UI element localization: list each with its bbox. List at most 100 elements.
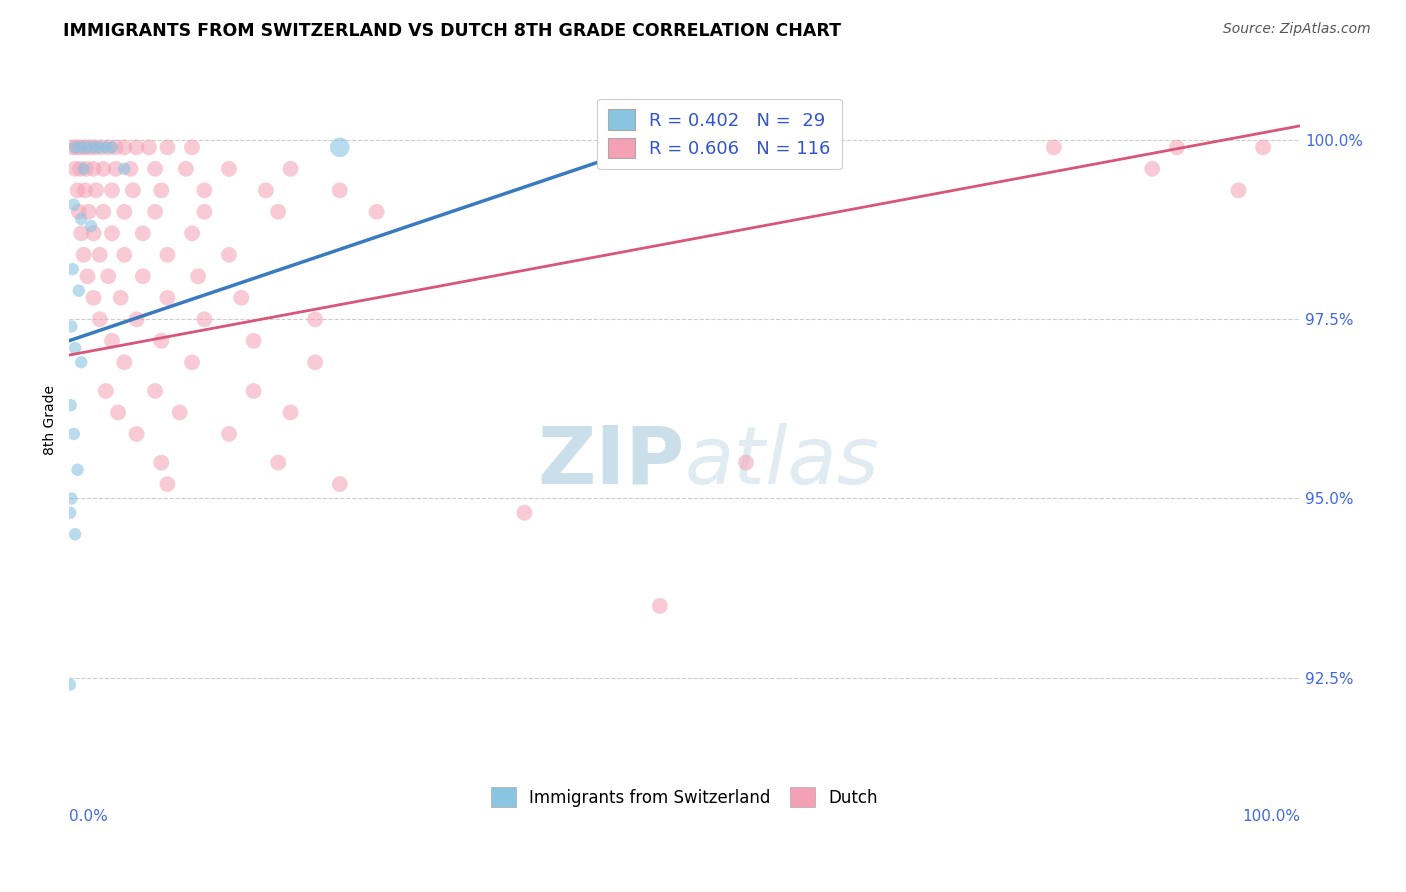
Point (125, 140, 148, 154)
Point (218, 161, 240, 176)
Point (83, 140, 105, 154)
Point (79, 140, 101, 154)
Legend: Immigrants from Switzerland, Dutch: Immigrants from Switzerland, Dutch (482, 779, 887, 815)
Point (637, 140, 659, 154)
Point (93, 161, 115, 176)
Point (77, 204, 100, 219)
Point (132, 227, 155, 241)
Point (73, 161, 96, 176)
Point (218, 248, 240, 262)
Point (156, 291, 179, 305)
Point (62, 140, 84, 154)
Point (156, 140, 179, 154)
Point (267, 204, 290, 219)
Point (75, 161, 97, 176)
Point (93, 204, 115, 219)
Point (143, 384, 166, 398)
Point (76, 140, 98, 154)
Point (63, 426, 86, 441)
Point (89, 248, 111, 262)
Point (63, 527, 86, 541)
Point (1227, 183, 1250, 197)
Point (150, 456, 173, 470)
Point (112, 248, 135, 262)
Point (112, 204, 135, 219)
Point (193, 183, 215, 197)
Point (63, 341, 86, 355)
Point (735, 456, 758, 470)
Point (104, 140, 127, 154)
Point (120, 161, 142, 176)
Point (280, 405, 302, 419)
Point (242, 334, 264, 348)
Point (125, 426, 148, 441)
Point (218, 426, 240, 441)
Point (89, 312, 111, 326)
Point (73, 248, 96, 262)
Point (67, 284, 90, 298)
Point (59, 678, 82, 692)
Point (66, 183, 89, 197)
Point (94, 140, 117, 154)
Point (80, 219, 103, 234)
Point (70, 212, 93, 227)
Point (138, 140, 160, 154)
Point (112, 161, 135, 176)
Point (143, 204, 166, 219)
Point (76, 269, 98, 284)
Point (94, 384, 117, 398)
Point (97, 269, 120, 284)
Point (366, 204, 388, 219)
Point (329, 183, 352, 197)
Point (156, 477, 179, 491)
Point (101, 227, 124, 241)
Point (101, 183, 124, 197)
Point (181, 227, 204, 241)
Point (513, 506, 536, 520)
Point (150, 183, 173, 197)
Point (63, 161, 86, 176)
Point (70, 355, 93, 369)
Point (63, 140, 86, 154)
Point (90, 140, 112, 154)
Text: IMMIGRANTS FROM SWITZERLAND VS DUTCH 8TH GRADE CORRELATION CHART: IMMIGRANTS FROM SWITZERLAND VS DUTCH 8TH… (63, 22, 841, 40)
Point (101, 334, 124, 348)
Point (69, 140, 91, 154)
Point (59, 398, 82, 412)
Point (69, 161, 91, 176)
Point (187, 269, 209, 284)
Point (112, 355, 135, 369)
Point (59, 506, 82, 520)
Point (254, 183, 277, 197)
Text: 0.0%: 0.0% (69, 809, 108, 824)
Point (329, 477, 352, 491)
Point (112, 140, 135, 154)
Point (84, 183, 107, 197)
Point (70, 227, 93, 241)
Point (304, 355, 326, 369)
Text: ZIP: ZIP (537, 423, 685, 500)
Point (60, 491, 83, 506)
Point (304, 312, 326, 326)
Point (83, 291, 105, 305)
Point (1043, 140, 1066, 154)
Point (267, 456, 290, 470)
Point (104, 161, 127, 176)
Point (97, 140, 120, 154)
Point (193, 312, 215, 326)
Text: atlas: atlas (685, 423, 879, 500)
Point (83, 161, 105, 176)
Point (70, 140, 93, 154)
Point (65, 140, 87, 154)
Point (66, 463, 89, 477)
Point (280, 161, 302, 176)
Point (181, 355, 204, 369)
Point (107, 405, 129, 419)
Point (63, 197, 86, 211)
Point (110, 291, 132, 305)
Point (73, 183, 96, 197)
Point (89, 140, 111, 154)
Point (174, 161, 197, 176)
Point (101, 140, 124, 154)
Text: 100.0%: 100.0% (1241, 809, 1301, 824)
